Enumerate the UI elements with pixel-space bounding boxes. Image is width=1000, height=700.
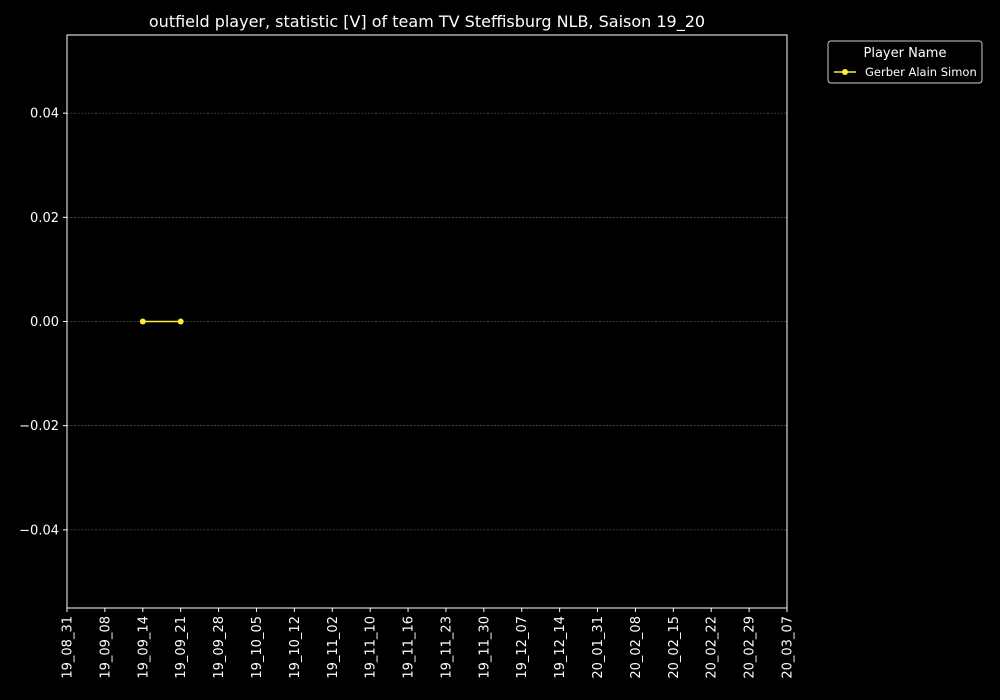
data-point <box>177 318 184 325</box>
x-tick-label: 20_03_07 <box>781 616 796 679</box>
series-layer <box>139 318 184 325</box>
legend-marker-swatch <box>842 69 848 75</box>
x-tick-label: 19_11_30 <box>477 616 492 679</box>
x-axis: 19_08_31 19_09_08 19_09_14 19_09_21 19_09_28… <box>61 608 796 679</box>
x-tick-label: 19_11_10 <box>364 616 379 679</box>
legend-box <box>827 40 983 84</box>
x-tick-label: 19_09_21 <box>174 616 189 679</box>
x-tick-label: 20_02_15 <box>667 616 682 679</box>
legend-entries: Gerber Alain Simon <box>834 65 977 79</box>
grid-lines <box>67 112 787 531</box>
x-tick-label: 19_12_14 <box>553 616 568 679</box>
legend-label: Gerber Alain Simon <box>865 65 977 79</box>
x-tick-label: 19_10_12 <box>288 616 303 679</box>
x-tick-label: 20_02_22 <box>705 616 720 679</box>
legend: Player Name Gerber Alain Simon <box>827 40 983 84</box>
data-point <box>139 318 146 325</box>
y-tick-label: −0.04 <box>19 523 59 538</box>
x-tick-label: 19_09_14 <box>136 616 151 679</box>
y-tick-label: 0.00 <box>30 315 59 330</box>
x-tick-label: 20_02_08 <box>629 616 644 679</box>
y-tick-label: 0.02 <box>30 211 59 226</box>
legend-title: Player Name <box>864 46 947 61</box>
x-tick-label: 19_09_08 <box>98 616 113 679</box>
x-tick-label: 19_11_23 <box>439 616 454 679</box>
x-tick-label: 19_12_07 <box>515 616 530 679</box>
y-axis: −0.04 −0.02 0.00 0.02 0.04 <box>19 107 67 538</box>
x-tick-label: 19_11_16 <box>402 616 417 679</box>
chart-title: outfield player, statistic [V] of team T… <box>149 12 705 32</box>
x-tick-label: 19_10_05 <box>250 616 265 679</box>
y-tick-label: 0.04 <box>30 107 59 122</box>
y-tick-label: −0.02 <box>19 419 59 434</box>
x-tick-label: 19_09_28 <box>212 616 227 679</box>
x-tick-label: 20_02_29 <box>743 616 758 679</box>
x-tick-label: 20_01_31 <box>591 616 606 679</box>
x-tick-label: 19_11_02 <box>326 616 341 679</box>
x-tick-label: 19_08_31 <box>61 616 76 679</box>
